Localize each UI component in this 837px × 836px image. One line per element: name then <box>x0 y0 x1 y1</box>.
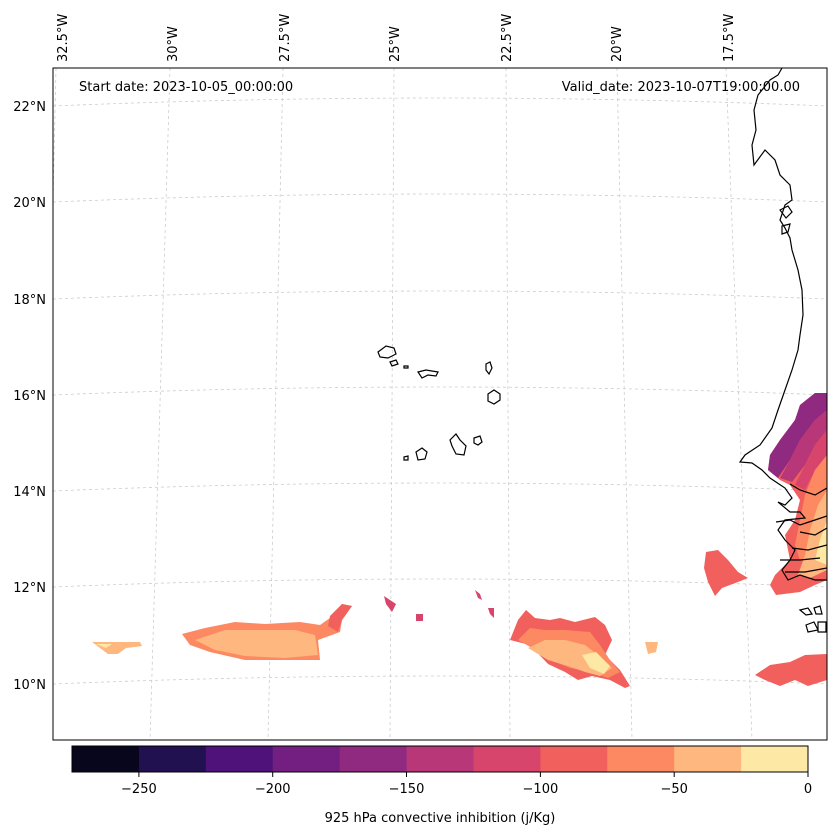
colorbar-swatch-0 <box>72 746 140 772</box>
lat-label-12n: 12°N <box>13 581 46 596</box>
colorbar-swatches <box>72 746 809 772</box>
lat-label-16n: 16°N <box>13 389 46 404</box>
lat-label-18n: 18°N <box>13 293 46 308</box>
colorbar-tick-labels: −250 −200 −150 −100 −50 0 <box>121 782 812 797</box>
bissau-islands <box>798 605 827 633</box>
island-santa-luzia <box>403 365 409 369</box>
colorbar-swatch-6 <box>473 746 541 772</box>
cin-cell-3 <box>475 590 482 600</box>
map-area: Start date: 2023-10-05_00:00:00 Valid_da… <box>53 68 827 740</box>
island-sao-vicente <box>389 359 399 367</box>
cin-cell-4 <box>488 608 494 618</box>
border-lines <box>780 483 827 573</box>
cin-cell-1 <box>416 614 423 621</box>
cin-contours <box>92 393 827 688</box>
lon-label-32-5w: 32.5°W <box>56 14 71 62</box>
lat-label-14n: 14°N <box>13 485 46 500</box>
start-date-label: Start date: 2023-10-05_00:00:00 <box>79 80 293 95</box>
cin-patch-coast-yellow <box>815 520 827 565</box>
gambia-outline <box>775 515 827 526</box>
island-boa-vista <box>487 389 501 405</box>
island-brava <box>403 455 409 461</box>
cin-patch-central-south-yellow <box>582 652 610 674</box>
island-santiago <box>449 433 467 456</box>
island-santo-antao <box>377 345 397 359</box>
cbar-tick-minus-100: −100 <box>523 782 559 797</box>
lat-label-20n: 20°N <box>13 196 46 211</box>
colorbar-frame <box>71 745 809 773</box>
africa-coastline <box>738 68 827 581</box>
cin-patch-west-band-light <box>195 630 318 658</box>
island-sao-nicolau <box>417 369 439 379</box>
map-frame <box>52 67 828 741</box>
cin-cell-2 <box>384 596 396 612</box>
cin-patch-west-band-tip <box>328 604 352 632</box>
colorbar-ticks <box>138 772 809 777</box>
colorbar-swatch-10 <box>741 746 809 772</box>
gridlines <box>53 68 827 740</box>
island-sal <box>485 361 493 376</box>
coastlines <box>377 68 827 633</box>
colorbar-swatch-7 <box>540 746 608 772</box>
lon-label-20w: 20°W <box>610 26 625 62</box>
cbar-tick-minus-50: −50 <box>660 782 687 797</box>
colorbar-swatch-3 <box>272 746 341 772</box>
valid-date-label: Valid_date: 2023-10-07T19:00:00.00 <box>562 80 800 95</box>
colorbar-label: 925 hPa convective inhibition (j/Kg) <box>325 811 556 826</box>
island-maio <box>473 435 483 446</box>
cin-cell-5 <box>645 642 658 654</box>
colorbar-swatch-9 <box>674 746 742 772</box>
cin-patch-coast-magenta <box>780 410 827 482</box>
lat-label-10n: 10°N <box>13 678 46 693</box>
lon-label-22-5w: 22.5°W <box>500 14 515 62</box>
lon-label-17-5w: 17.5°W <box>722 14 737 62</box>
lat-label-22n: 22°N <box>13 100 46 115</box>
senegal-cap <box>779 205 793 235</box>
cin-patch-coast-purple <box>768 393 827 478</box>
lon-label-27-5w: 27.5°W <box>278 14 293 62</box>
cin-patch-far-west-yellow <box>96 644 112 648</box>
lon-label-30w: 30°W <box>166 26 181 62</box>
longitude-labels: 32.5°W 30°W 27.5°W 25°W 22.5°W 20°W 17.5… <box>56 14 737 62</box>
colorbar-swatch-8 <box>607 746 675 772</box>
cbar-tick-minus-150: −150 <box>389 782 425 797</box>
cin-patch-southeast <box>755 654 827 686</box>
cin-patch-east-blob <box>704 550 748 596</box>
lon-label-25w: 25°W <box>388 26 403 62</box>
colorbar-swatch-1 <box>138 746 207 772</box>
colorbar-swatch-2 <box>205 746 274 772</box>
cbar-tick-minus-200: −200 <box>255 782 291 797</box>
colorbar-swatch-4 <box>339 746 408 772</box>
cbar-tick-minus-250: −250 <box>121 782 157 797</box>
island-fogo <box>415 447 428 461</box>
cin-patch-coast-pink <box>795 430 827 490</box>
colorbar-swatch-5 <box>406 746 474 772</box>
cbar-tick-0: 0 <box>804 782 812 797</box>
latitude-labels: 22°N 20°N 18°N 16°N 14°N 12°N 10°N <box>13 100 46 693</box>
colorbar: −250 −200 −150 −100 −50 0 925 hPa convec… <box>71 745 812 826</box>
